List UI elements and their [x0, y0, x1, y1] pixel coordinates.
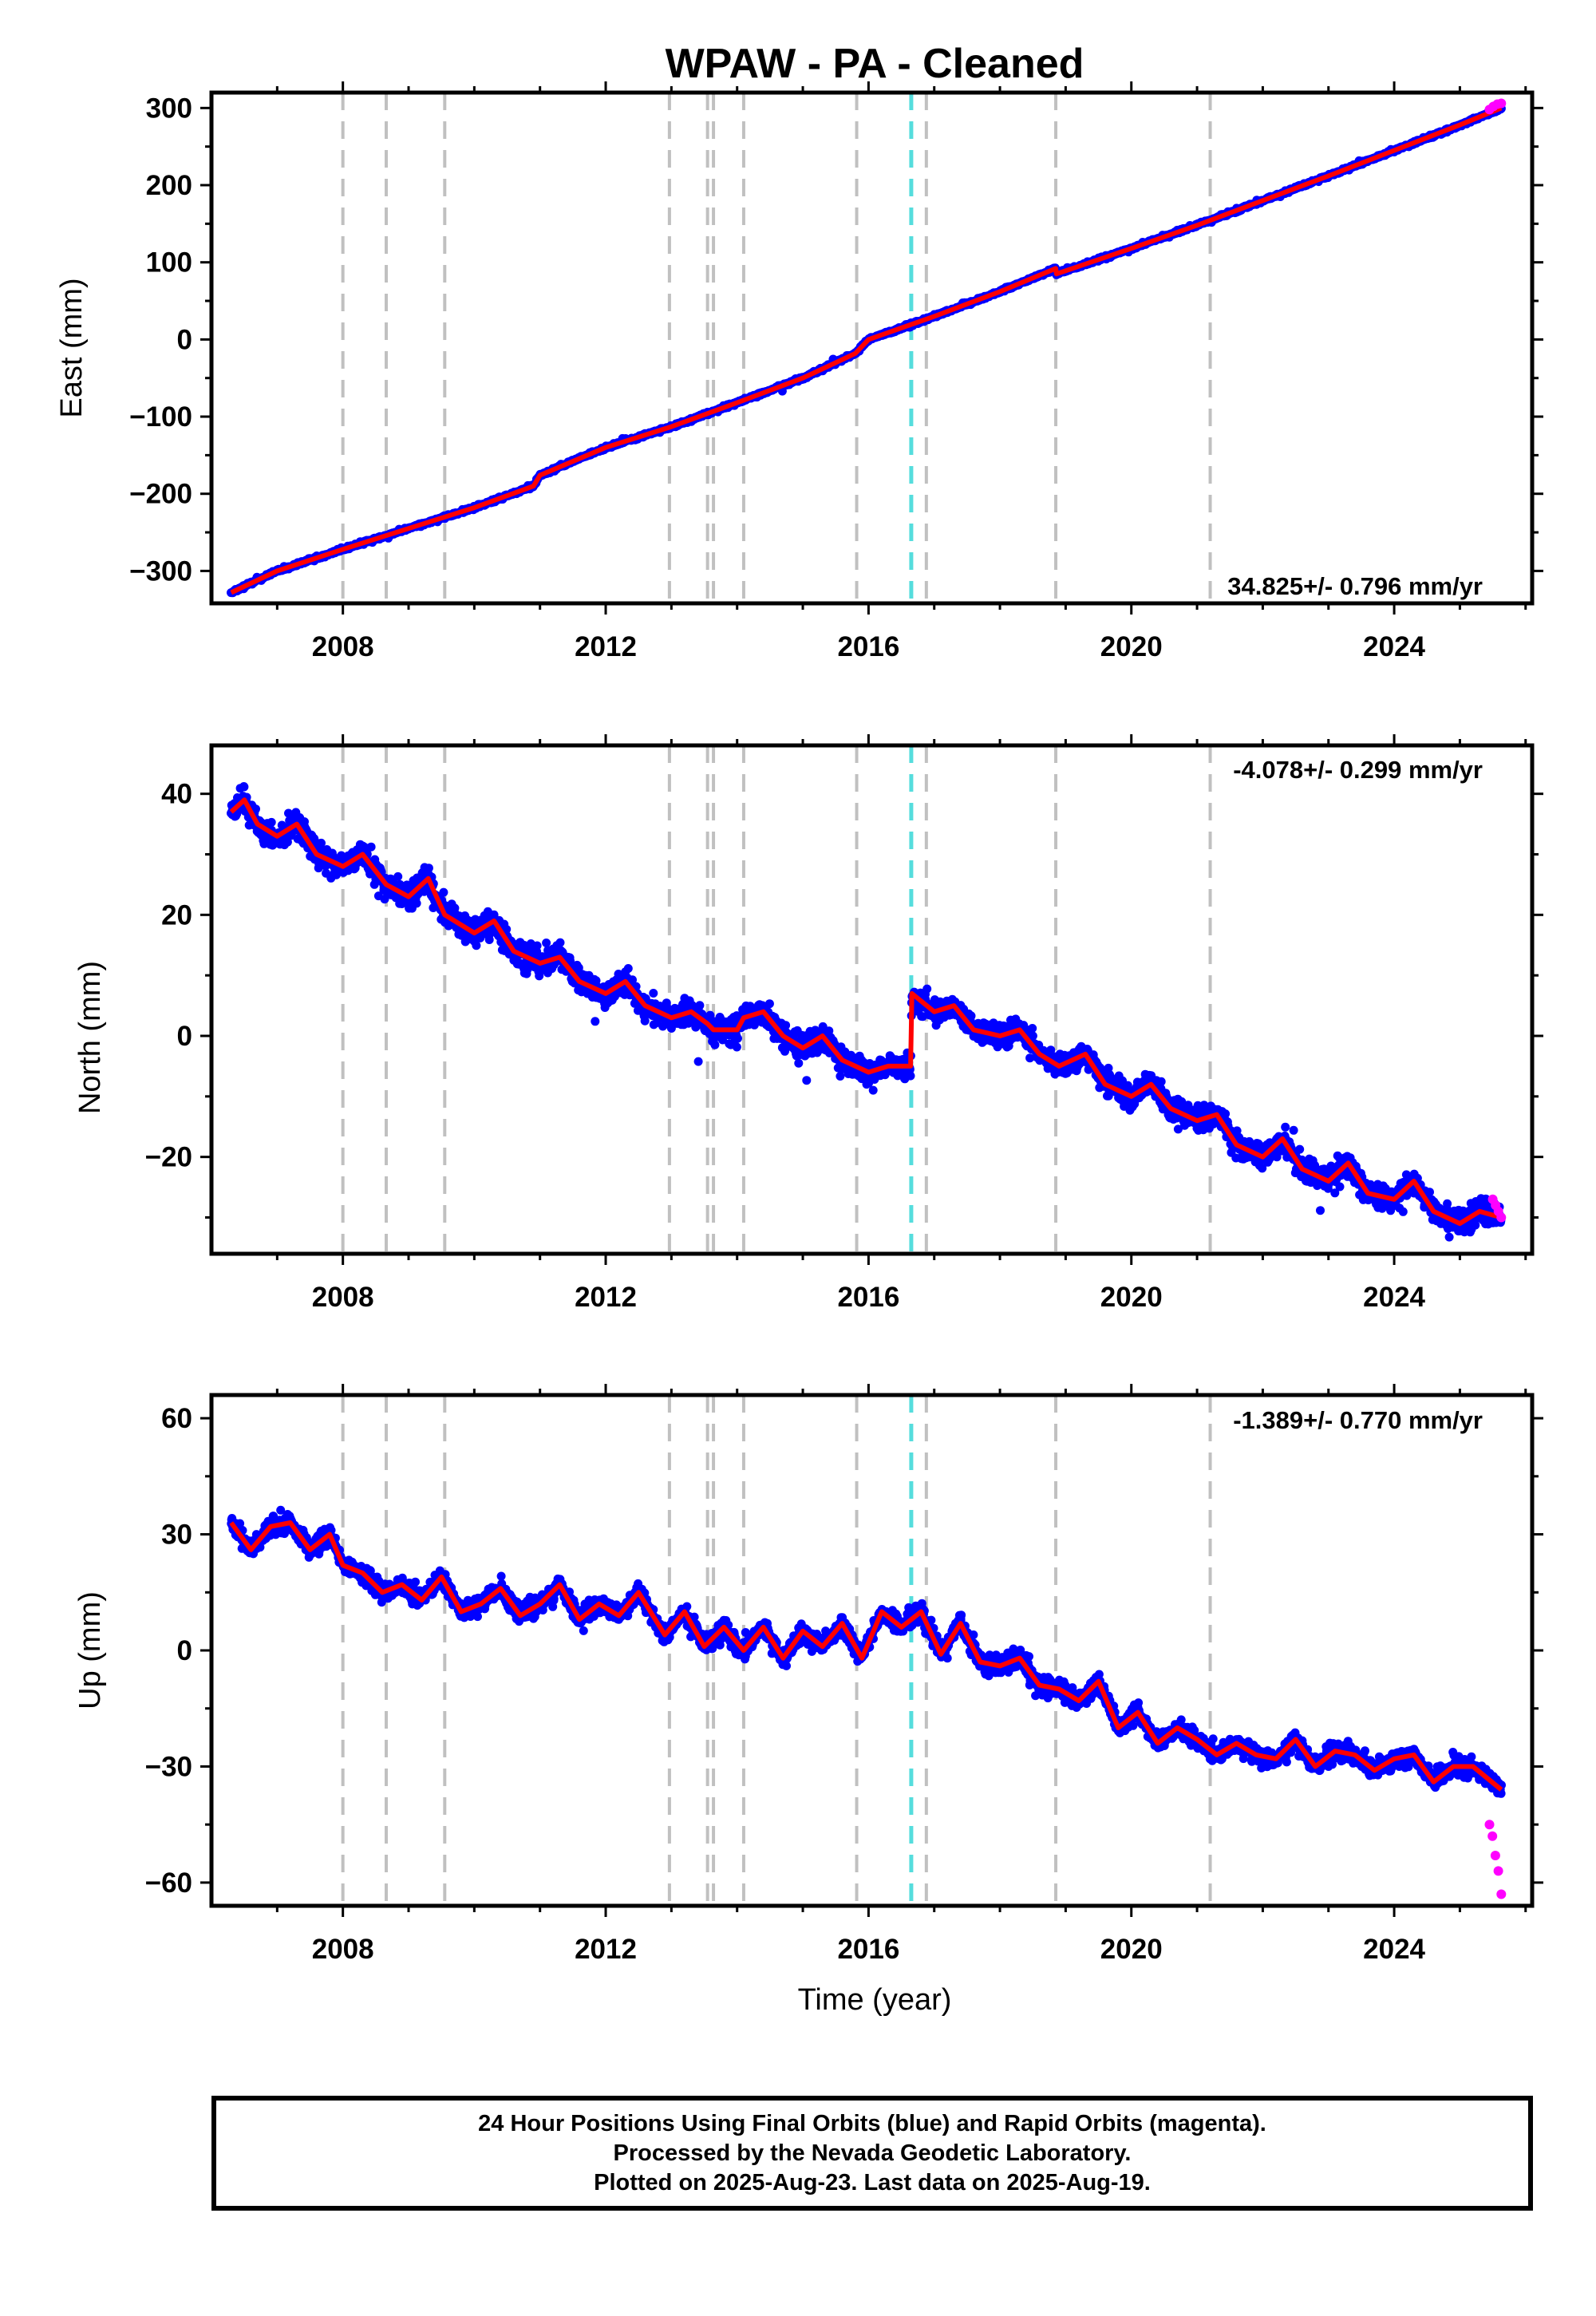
north-final-point	[532, 941, 542, 951]
east-x-tick-label: 2016	[837, 631, 899, 662]
east-axis-label: East (mm)	[55, 278, 89, 417]
east-x-tick-label: 2020	[1100, 631, 1163, 662]
east-x-tick-label: 2024	[1363, 631, 1425, 662]
north-final-point	[693, 1057, 703, 1066]
north-final-point	[472, 941, 481, 951]
north-final-point	[732, 1042, 741, 1052]
north-final-point	[239, 782, 249, 792]
north-final-point	[366, 842, 376, 852]
north-final-point	[733, 1034, 742, 1043]
north-final-point	[412, 899, 421, 908]
north-final-point	[906, 1071, 915, 1081]
east-rapid-point	[1496, 98, 1507, 109]
north-final-point	[836, 1072, 845, 1081]
east-rate-label: 34.825+/- 0.796 mm/yr	[1227, 572, 1483, 600]
north-final-point	[710, 1040, 720, 1049]
north-final-point	[555, 938, 565, 947]
north-final-point	[794, 1058, 804, 1068]
east-y-tick-label: −300	[129, 555, 192, 587]
east-x-tick-label: 2008	[312, 631, 374, 662]
north-final-point	[439, 887, 448, 897]
north-final-point	[591, 1017, 600, 1026]
north-final-point	[424, 864, 433, 873]
north-final-point	[623, 964, 633, 973]
east-plot-frame	[209, 90, 1535, 606]
chart-title: WPAW - PA - Cleaned	[666, 41, 1084, 87]
north-final-point	[393, 871, 403, 881]
north-final-point	[649, 989, 658, 998]
north-final-point	[695, 1001, 705, 1010]
north-final-point	[764, 999, 774, 1009]
east-model-line	[230, 105, 1503, 595]
north-final-point	[1028, 1024, 1037, 1033]
north-final-point	[542, 939, 551, 947]
east-y-tick-label: −100	[129, 401, 192, 433]
east-y-tick-label: 300	[146, 93, 192, 124]
north-final-point	[267, 817, 276, 827]
east-y-tick-label: 0	[177, 324, 192, 355]
north-final-point	[781, 1021, 791, 1030]
east-y-tick-label: 100	[146, 247, 192, 279]
north-final-point	[802, 1076, 812, 1085]
north-final-point	[922, 984, 932, 994]
east-x-tick-label: 2012	[575, 631, 637, 662]
north-final-point	[966, 1011, 976, 1021]
north-final-point	[868, 1085, 878, 1095]
east-y-tick-label: 200	[146, 170, 192, 201]
east-panel: 300 200 100 0 −100 −200 −300 2008 2012 2016 2020 20…	[55, 81, 1543, 662]
east-y-tick-label: −200	[129, 479, 192, 510]
